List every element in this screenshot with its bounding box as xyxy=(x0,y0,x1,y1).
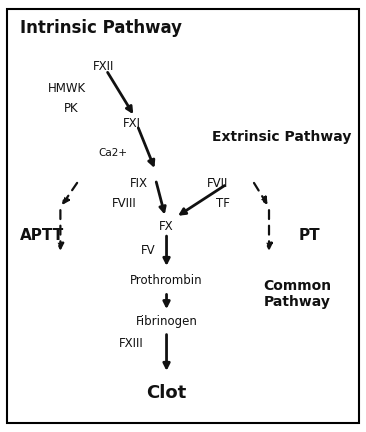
Text: Extrinsic Pathway: Extrinsic Pathway xyxy=(212,130,352,143)
Text: FVIII: FVIII xyxy=(112,197,137,210)
Text: Common
Pathway: Common Pathway xyxy=(264,279,332,309)
Text: PK: PK xyxy=(64,102,79,114)
Text: FVII: FVII xyxy=(207,177,228,190)
Text: FV: FV xyxy=(141,244,156,257)
Text: TF: TF xyxy=(216,197,230,210)
Text: FX: FX xyxy=(159,220,174,233)
Text: Fibrinogen: Fibrinogen xyxy=(135,315,198,328)
Text: Ca2+: Ca2+ xyxy=(99,148,128,159)
Text: Prothrombin: Prothrombin xyxy=(130,274,203,287)
Text: FXII: FXII xyxy=(93,60,115,73)
Text: APTT: APTT xyxy=(20,228,64,243)
Text: FIX: FIX xyxy=(130,177,148,190)
Text: PT: PT xyxy=(298,228,320,243)
Text: Intrinsic Pathway: Intrinsic Pathway xyxy=(20,19,182,38)
Text: Clot: Clot xyxy=(146,384,187,402)
Text: FXI: FXI xyxy=(123,117,141,130)
FancyBboxPatch shape xyxy=(7,9,359,423)
Text: HMWK: HMWK xyxy=(48,82,86,95)
Text: FXIII: FXIII xyxy=(119,337,144,350)
